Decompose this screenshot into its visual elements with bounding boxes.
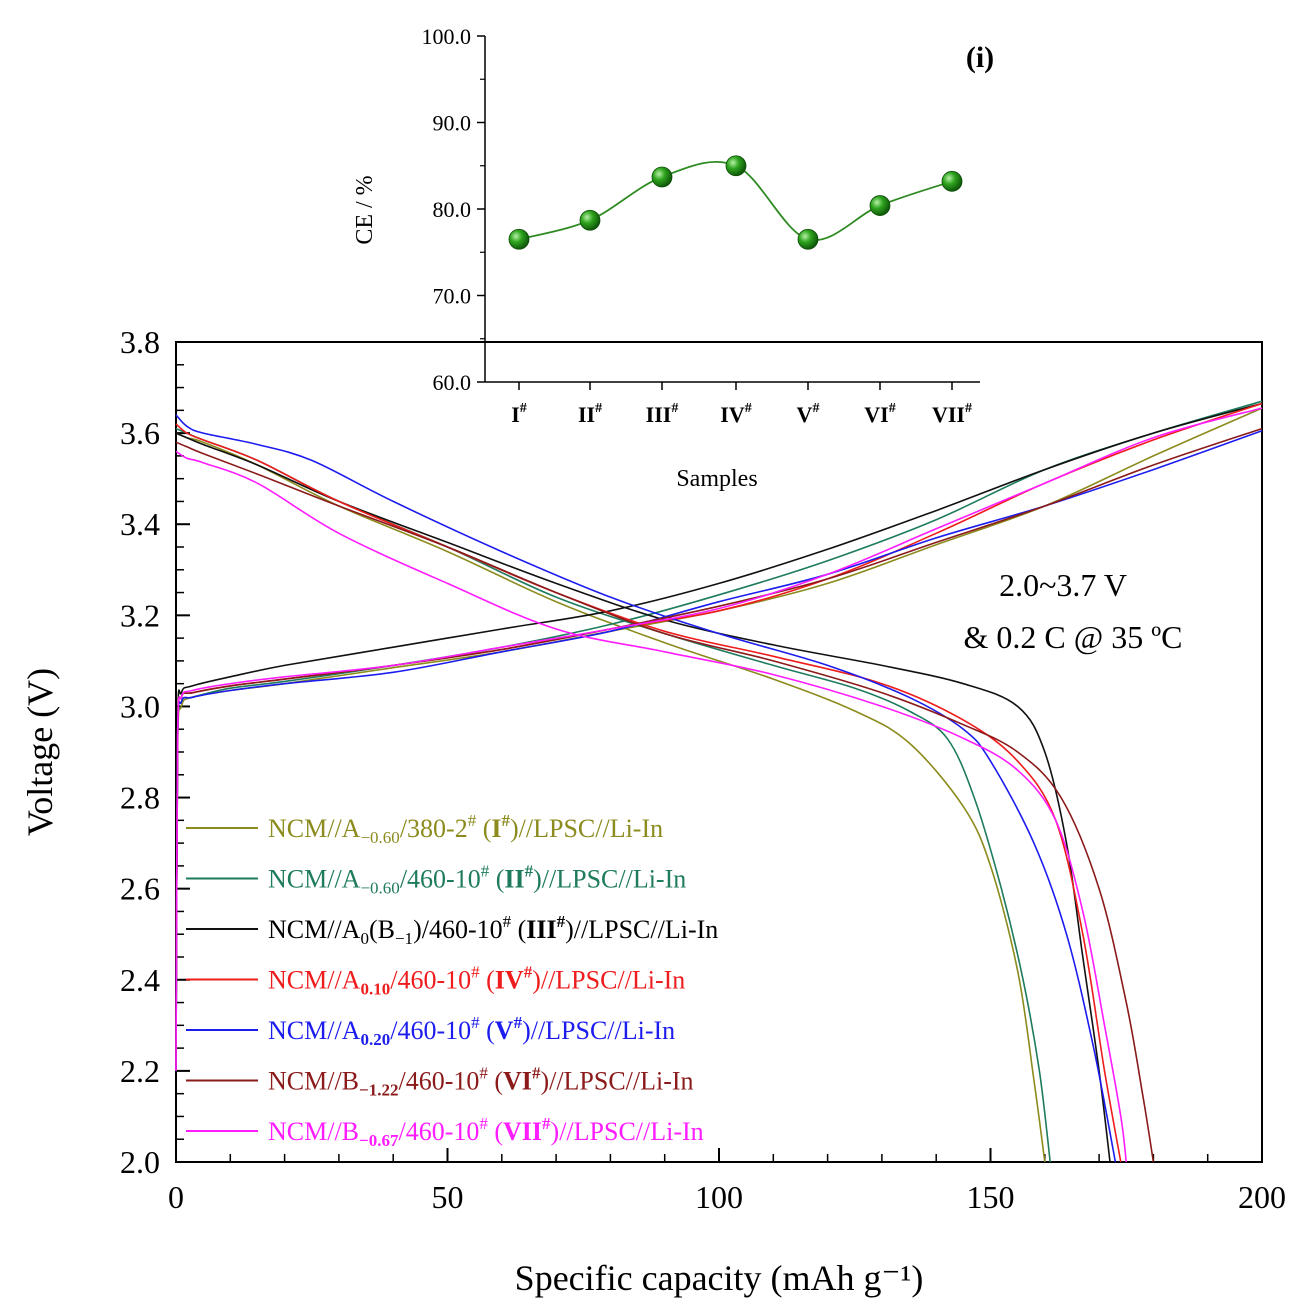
legend-label: NCM//A−0.60/380-2# (I#)//LPSC//Li-In <box>268 811 663 847</box>
y-tick-label: 3.6 <box>120 415 160 451</box>
inset-y-tick-label: 70.0 <box>433 284 472 309</box>
y-tick-label: 2.0 <box>120 1144 160 1180</box>
main-x-ticks: 0 50 100 150 200 <box>168 1148 1286 1215</box>
inset-x-tick-label: VII# <box>932 401 972 427</box>
condition-annotation: 2.0~3.7 V & 0.2 C @ 35 ºC <box>964 567 1183 655</box>
charge-curve-series-5 <box>175 430 1263 1071</box>
y-tick-label: 2.6 <box>120 871 160 907</box>
y-tick-label: 3.0 <box>120 688 160 724</box>
inset-series <box>508 155 963 250</box>
x-tick-label: 100 <box>695 1179 743 1215</box>
legend-label: NCM//A0.20/460-10# (V#)//LPSC//Li-In <box>268 1013 675 1049</box>
legend-label: NCM//B−1.22/460-10# (VI#)//LPSC//Li-In <box>268 1064 694 1100</box>
legend-item: NCM//A0.10/460-10# (IV#)//LPSC//Li-In <box>186 963 685 999</box>
inset-ce-marker <box>725 155 747 177</box>
discharge-curve-series-6 <box>175 441 1155 1163</box>
inset-ce-marker <box>579 209 601 231</box>
charge-curve-series-7 <box>175 407 1263 1071</box>
inset-plot: 60.0 70.0 80.0 90.0 100.0 I# II# III# IV# V# VI# V… <box>352 24 994 492</box>
main-series-lines <box>175 400 1263 1163</box>
x-tick-label: 150 <box>967 1179 1015 1215</box>
x-axis-title: Specific capacity (mAh g⁻¹) <box>515 1258 924 1298</box>
inset-y-axis-title: CE / % <box>352 175 378 244</box>
legend-item: NCM//B−1.22/460-10# (VI#)//LPSC//Li-In <box>186 1064 694 1100</box>
annotation-line-2: & 0.2 C @ 35 ºC <box>964 619 1183 655</box>
legend-label: NCM//A−0.60/460-10# (II#)//LPSC//Li-In <box>268 862 686 898</box>
discharge-curve-series-7 <box>175 450 1128 1163</box>
inset-x-tick-label: VI# <box>864 401 895 427</box>
y-axis-title: Voltage (V) <box>20 668 60 836</box>
x-tick-label: 50 <box>432 1179 464 1215</box>
discharge-curve-series-4 <box>175 423 1122 1163</box>
inset-y-tick-label: 100.0 <box>422 24 472 49</box>
legend: NCM//A−0.60/380-2# (I#)//LPSC//Li-In NCM/… <box>186 811 718 1150</box>
y-tick-label: 3.4 <box>120 506 160 542</box>
x-tick-label: 200 <box>1238 1179 1286 1215</box>
legend-label: NCM//A0.10/460-10# (IV#)//LPSC//Li-In <box>268 963 685 999</box>
legend-label: NCM//A0(B−1)/460-10# (III#)//LPSC//Li-In <box>268 912 718 948</box>
inset-x-ticks: I# II# III# IV# V# VI# VII# <box>511 382 972 427</box>
inset-y-tick-label: 80.0 <box>433 197 472 222</box>
inset-ce-marker <box>508 228 530 250</box>
inset-y-tick-label: 60.0 <box>433 370 472 395</box>
inset-x-tick-label: I# <box>511 401 527 427</box>
inset-panel-label: (i) <box>966 41 994 74</box>
charge-curve-series-3 <box>175 402 1263 1071</box>
y-tick-label: 2.8 <box>120 780 160 816</box>
discharge-curve-series-2 <box>175 427 1051 1163</box>
inset-x-axis-title: Samples <box>676 466 757 492</box>
inset-ce-marker <box>651 166 673 188</box>
main-y-ticks: 2.0 2.2 2.4 2.6 2.8 3.0 3.2 3.4 3.6 3.8 <box>120 324 190 1180</box>
legend-item: NCM//A0.20/460-10# (V#)//LPSC//Li-In <box>186 1013 675 1049</box>
y-tick-label: 2.2 <box>120 1053 160 1089</box>
y-tick-label: 2.4 <box>120 962 160 998</box>
legend-label: NCM//B−0.67/460-10# (VII#)//LPSC//Li-In <box>268 1114 704 1150</box>
inset-x-tick-label: V# <box>797 401 820 427</box>
inset-ce-marker <box>869 195 891 216</box>
inset-ce-marker <box>941 170 963 192</box>
inset-y-ticks: 60.0 70.0 80.0 90.0 100.0 <box>422 24 485 395</box>
main-plot: 0 50 100 150 200 2.0 2.2 2.4 2.6 2.8 3.0 3.2 3.4 3.6… <box>20 324 1286 1298</box>
inset-ce-marker <box>797 228 819 250</box>
annotation-line-1: 2.0~3.7 V <box>999 567 1127 603</box>
inset-x-tick-label: IV# <box>720 401 751 427</box>
inset-x-tick-label: II# <box>578 401 602 427</box>
discharge-curve-series-3 <box>175 432 1111 1163</box>
inset-x-tick-label: III# <box>646 401 679 427</box>
x-tick-label: 0 <box>168 1179 184 1215</box>
inset-y-tick-label: 90.0 <box>433 111 472 136</box>
legend-item: NCM//A−0.60/460-10# (II#)//LPSC//Li-In <box>186 862 686 898</box>
legend-item: NCM//B−0.67/460-10# (VII#)//LPSC//Li-In <box>186 1114 704 1150</box>
y-tick-label: 3.2 <box>120 597 160 633</box>
legend-item: NCM//A−0.60/380-2# (I#)//LPSC//Li-In <box>186 811 663 847</box>
legend-item: NCM//A0(B−1)/460-10# (III#)//LPSC//Li-In <box>186 912 718 948</box>
discharge-curve-series-5 <box>175 414 1117 1163</box>
y-tick-label: 3.8 <box>120 324 160 360</box>
